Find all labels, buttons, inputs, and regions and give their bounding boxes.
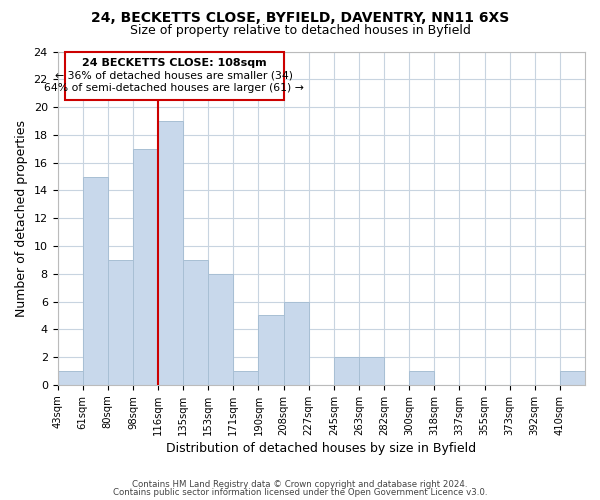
Bar [108,260,133,385]
Text: Contains HM Land Registry data © Crown copyright and database right 2024.: Contains HM Land Registry data © Crown c… [132,480,468,489]
Text: Contains public sector information licensed under the Open Government Licence v3: Contains public sector information licen… [113,488,487,497]
Text: 24 BECKETTS CLOSE: 108sqm: 24 BECKETTS CLOSE: 108sqm [82,58,266,68]
FancyBboxPatch shape [65,52,284,100]
Bar [233,371,259,385]
Bar [83,176,108,385]
Bar [133,149,158,385]
Bar [560,371,585,385]
Bar [58,371,83,385]
Bar [183,260,208,385]
Bar [409,371,434,385]
Bar [208,274,233,385]
Text: 24, BECKETTS CLOSE, BYFIELD, DAVENTRY, NN11 6XS: 24, BECKETTS CLOSE, BYFIELD, DAVENTRY, N… [91,11,509,25]
Bar [359,357,384,385]
Text: ← 36% of detached houses are smaller (34): ← 36% of detached houses are smaller (34… [55,71,293,81]
Bar [334,357,359,385]
Y-axis label: Number of detached properties: Number of detached properties [15,120,28,316]
X-axis label: Distribution of detached houses by size in Byfield: Distribution of detached houses by size … [166,442,476,455]
Bar [158,121,183,385]
Bar [259,316,284,385]
Bar [284,302,309,385]
Text: Size of property relative to detached houses in Byfield: Size of property relative to detached ho… [130,24,470,37]
Text: 64% of semi-detached houses are larger (61) →: 64% of semi-detached houses are larger (… [44,84,304,94]
